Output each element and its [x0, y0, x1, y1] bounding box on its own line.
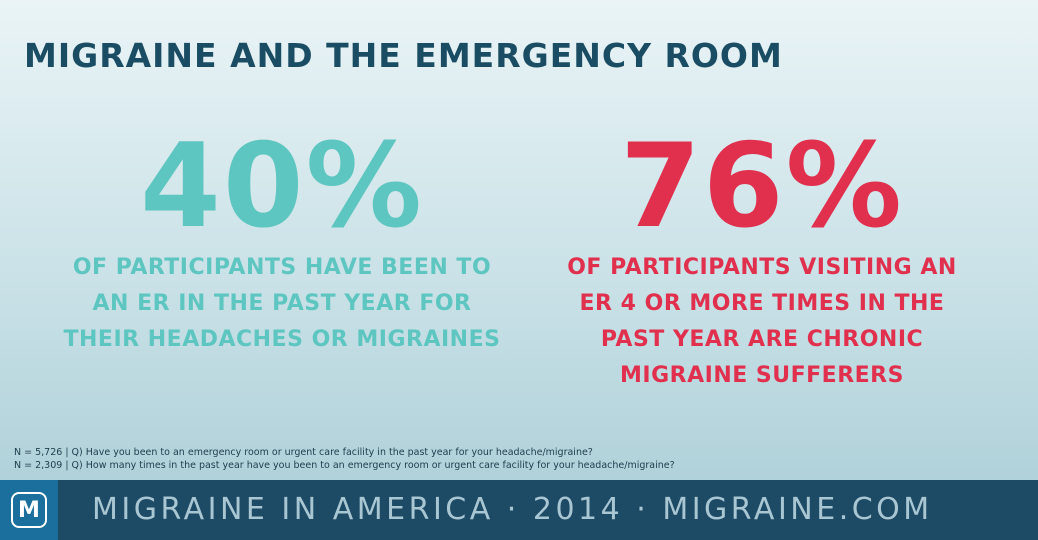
stat-caption-chronic: OF PARTICIPANTS VISITING AN ER 4 OR MORE… [512, 250, 1012, 394]
caption-line: ER 4 OR MORE TIMES IN THE [579, 291, 945, 316]
page-title: MIGRAINE AND THE EMERGENCY ROOM [24, 36, 783, 75]
caption-line: MIGRAINE SUFFERERS [620, 363, 904, 388]
caption-line: PAST YEAR ARE CHRONIC [600, 327, 924, 352]
footnote: N = 2,309 | Q) How many times in the pas… [14, 460, 675, 471]
stat-chronic-sufferers: 76% OF PARTICIPANTS VISITING AN ER 4 OR … [512, 128, 1012, 394]
survey-footnotes: N = 5,726 | Q) Have you been to an emerg… [14, 446, 675, 472]
footer-bar: M MIGRAINE IN AMERICA · 2014 · MIGRAINE.… [0, 480, 1038, 540]
migraine-logo: M [0, 480, 58, 540]
caption-line: AN ER IN THE PAST YEAR FOR [92, 291, 472, 316]
logo-m-icon: M [11, 492, 47, 528]
stat-value-40: 40% [140, 119, 424, 254]
stat-value-76: 76% [620, 119, 904, 254]
caption-line: THEIR HEADACHES OR MIGRAINES [63, 327, 501, 352]
footnote: N = 5,726 | Q) Have you been to an emerg… [14, 447, 593, 458]
caption-line: OF PARTICIPANTS VISITING AN [567, 255, 957, 280]
footer-caption: MIGRAINE IN AMERICA · 2014 · MIGRAINE.CO… [92, 492, 933, 527]
stat-caption-er-visits: OF PARTICIPANTS HAVE BEEN TO AN ER IN TH… [32, 250, 532, 358]
stat-er-visits: 40% OF PARTICIPANTS HAVE BEEN TO AN ER I… [32, 128, 532, 358]
caption-line: OF PARTICIPANTS HAVE BEEN TO [72, 255, 492, 280]
